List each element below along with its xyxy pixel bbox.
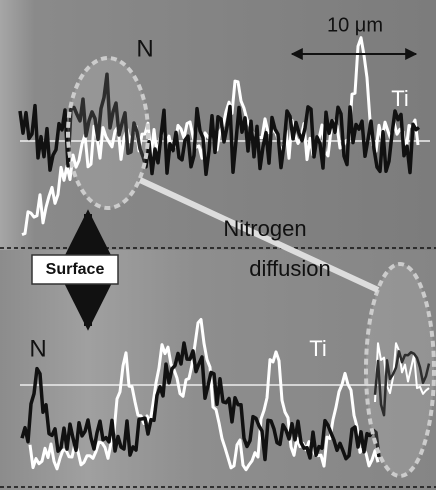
surface-box — [31, 254, 119, 285]
element-label: N — [29, 335, 46, 362]
scale-label: 10 μm — [327, 14, 383, 36]
line-scan — [28, 318, 380, 472]
surface-label: Surface — [46, 261, 105, 278]
annotation: diffusion — [249, 256, 331, 281]
element-label: N — [136, 35, 153, 62]
element-label: Ti — [391, 86, 409, 111]
annotation: Nitrogen — [223, 216, 306, 241]
line-scan — [374, 342, 430, 403]
line-scan — [20, 341, 381, 462]
element-label: Ti — [309, 336, 327, 361]
line-scan — [18, 72, 421, 177]
line-scans — [18, 36, 431, 472]
line-scan — [373, 350, 431, 417]
line-scan — [21, 36, 420, 237]
highlight-ellipse — [364, 262, 436, 478]
diffusion-arrow — [138, 177, 380, 293]
highlight-ellipse — [66, 56, 150, 210]
